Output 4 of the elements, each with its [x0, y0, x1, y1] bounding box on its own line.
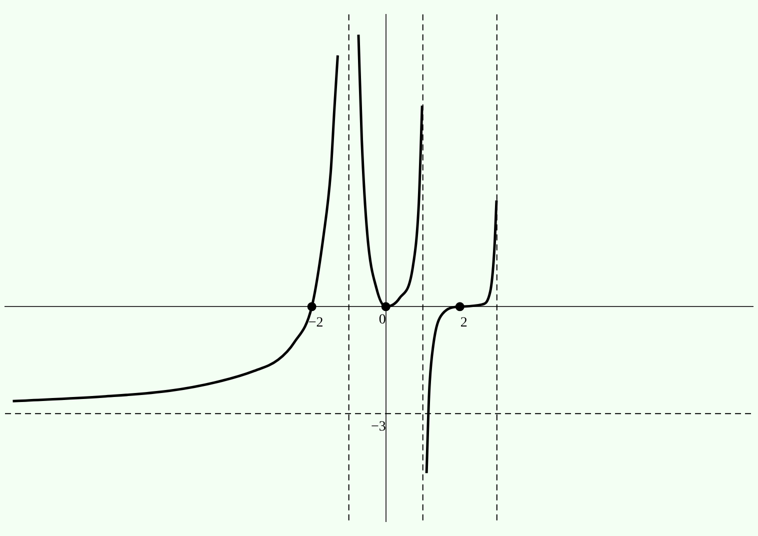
x-tick-label: 2: [460, 316, 468, 331]
y-tick-label: 0: [378, 312, 386, 328]
y-tick-label: −3: [370, 419, 386, 434]
x-tick-label: −2: [308, 316, 324, 331]
